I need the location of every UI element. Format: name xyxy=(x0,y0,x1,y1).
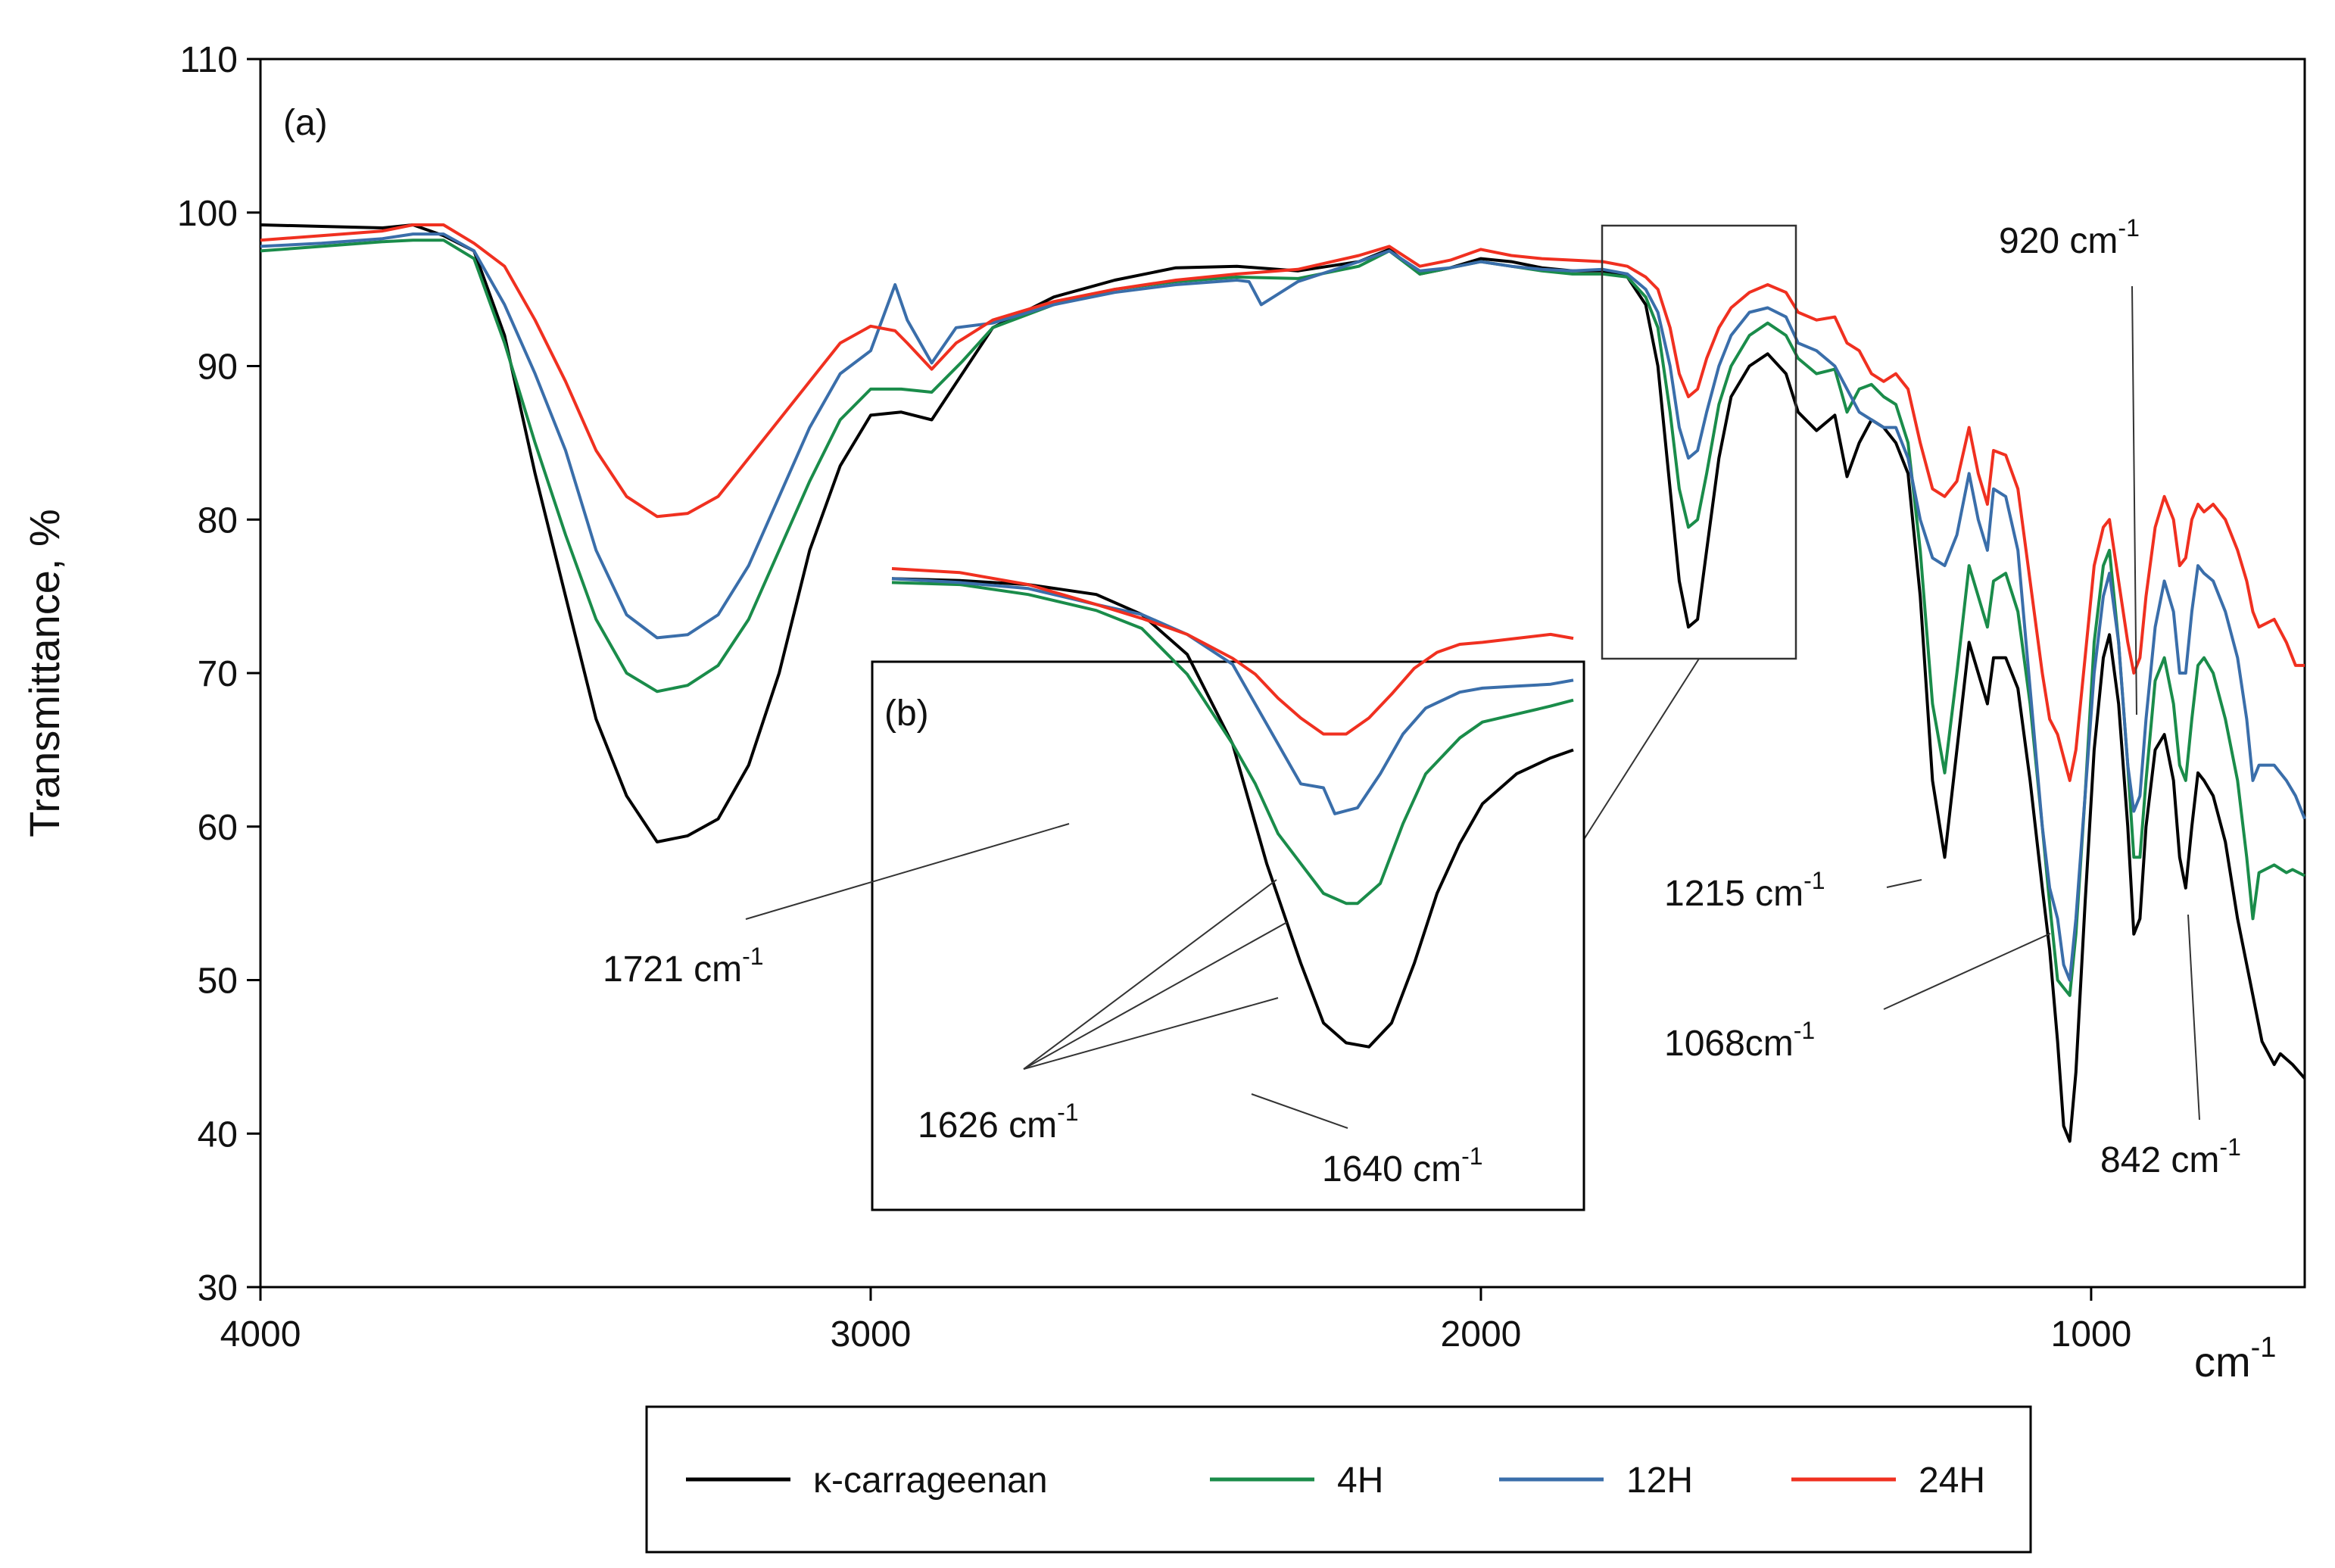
x-tick-label: 1000 xyxy=(2051,1314,2132,1354)
annotation-1721-base: 1721 cm xyxy=(603,949,742,990)
annotation-842-sup: -1 xyxy=(2219,1133,2240,1161)
leader-1640 xyxy=(1251,1093,1348,1129)
x-tick-label: 4000 xyxy=(220,1314,301,1354)
x-axis-title: cm-1 xyxy=(2194,1332,2276,1386)
panel-label-a: (a) xyxy=(283,103,328,143)
annotation-920-base: 920 cm xyxy=(1999,221,2118,261)
annotation-1626: 1626 cm-1 xyxy=(918,1099,1079,1146)
annotation-842-base: 842 cm xyxy=(2100,1140,2219,1180)
y-tick-label: 30 xyxy=(198,1268,238,1308)
legend-label-0: κ-carrageenan xyxy=(813,1460,1048,1501)
zoom-connector-line xyxy=(1579,658,1700,847)
x-tick-label: 3000 xyxy=(831,1314,912,1354)
annotation-1068-base: 1068cm xyxy=(1664,1024,1794,1064)
annotation-920: 920 cm-1 xyxy=(1999,214,2140,261)
y-tick-label: 60 xyxy=(198,808,238,848)
leader-1068 xyxy=(1883,933,2051,1010)
leader-842 xyxy=(2187,914,2200,1121)
main-series-group xyxy=(260,223,2306,1143)
annotation-842: 842 cm-1 xyxy=(2100,1133,2241,1180)
legend-box xyxy=(645,1405,2032,1554)
annotation-1068: 1068cm-1 xyxy=(1664,1017,1815,1064)
series-line-0 xyxy=(260,223,2306,1143)
x-tick-label: 2000 xyxy=(1441,1314,1522,1354)
annotation-1721-sup: -1 xyxy=(742,943,763,970)
y-axis-ticks: 30 40 50 60 70 80 90 100 110 xyxy=(177,40,260,1308)
leader-1215 xyxy=(1886,879,1922,888)
leader-1626-c xyxy=(1023,879,1277,1070)
leader-1626-a xyxy=(1023,997,1279,1070)
y-tick-label: 110 xyxy=(179,40,238,80)
y-tick-label: 40 xyxy=(198,1114,238,1155)
annotation-1215-base: 1215 cm xyxy=(1664,874,1803,914)
inset-series-line-0 xyxy=(891,577,1574,1049)
annotation-lines xyxy=(745,285,2200,1129)
x-axis-ticks: 4000 3000 2000 1000 xyxy=(220,1287,2132,1354)
panel-label-b: (b) xyxy=(884,694,929,734)
annotation-1068-sup: -1 xyxy=(1794,1017,1815,1044)
legend-label-2: 12H xyxy=(1626,1460,1693,1501)
leader-1721 xyxy=(745,823,1070,920)
x-axis-title-base: cm xyxy=(2194,1338,2251,1386)
y-tick-label: 90 xyxy=(198,348,238,388)
y-tick-label: 50 xyxy=(198,962,238,1002)
x-axis-title-sup: -1 xyxy=(2251,1332,2277,1364)
annotation-920-sup: -1 xyxy=(2118,214,2139,242)
annotation-1215: 1215 cm-1 xyxy=(1664,867,1825,914)
annotation-1640: 1640 cm-1 xyxy=(1322,1142,1483,1189)
inset-series-group xyxy=(891,567,1574,1049)
leader-920 xyxy=(2131,285,2137,715)
legend-label-1: 4H xyxy=(1337,1460,1383,1501)
series-line-1 xyxy=(260,238,2305,997)
annotation-1626-base: 1626 cm xyxy=(918,1105,1057,1146)
inset-series-line-3 xyxy=(891,567,1574,736)
inset-series-line-1 xyxy=(891,581,1574,906)
annotation-1640-sup: -1 xyxy=(1461,1142,1482,1170)
annotation-1215-sup: -1 xyxy=(1803,867,1825,894)
annotation-1640-base: 1640 cm xyxy=(1322,1149,1461,1189)
y-tick-label: 100 xyxy=(177,194,238,234)
series-line-3 xyxy=(260,223,2305,782)
legend-label-3: 24H xyxy=(1919,1460,1985,1501)
y-axis-title: Transmittance, % xyxy=(20,509,68,837)
inset-frame xyxy=(871,660,1585,1211)
annotation-1721: 1721 cm-1 xyxy=(603,943,764,990)
legend: κ-carrageenan 4H 12H 24H xyxy=(686,1460,1985,1501)
annotation-1626-sup: -1 xyxy=(1057,1099,1078,1126)
leader-1626-b xyxy=(1023,921,1288,1070)
y-tick-label: 70 xyxy=(198,654,238,694)
y-tick-label: 80 xyxy=(198,500,238,541)
series-line-2 xyxy=(260,232,2306,982)
